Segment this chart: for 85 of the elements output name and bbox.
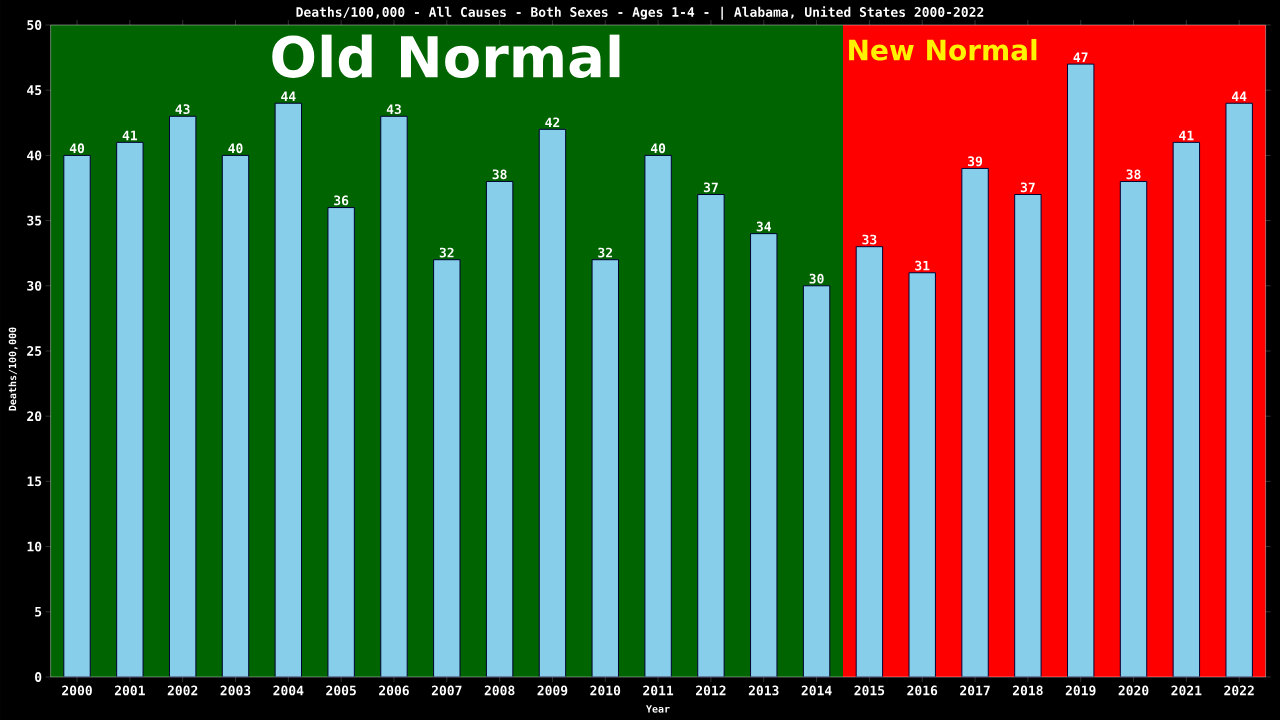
data-label: 40 <box>650 143 666 154</box>
bar <box>908 272 936 678</box>
data-label: 38 <box>492 169 507 180</box>
data-label: 43 <box>175 104 190 115</box>
bar <box>221 154 250 678</box>
y-tick-label: 5 <box>35 606 42 617</box>
data-label: 37 <box>703 182 718 193</box>
data-label: 41 <box>1179 130 1194 141</box>
x-tick-label: 2017 <box>960 685 990 696</box>
x-tick-label: 2014 <box>801 685 832 696</box>
bar <box>802 285 831 678</box>
y-tick-label: 25 <box>27 346 42 356</box>
bar <box>855 246 884 678</box>
data-label: 44 <box>1232 91 1247 102</box>
bar <box>1119 180 1148 678</box>
data-label: 40 <box>228 143 243 154</box>
band-label: Old Normal <box>272 34 620 78</box>
y-tick-label: 20 <box>27 411 42 422</box>
y-tick-label: 30 <box>27 280 42 291</box>
bar <box>327 207 355 678</box>
x-tick-label: 2008 <box>484 685 515 696</box>
x-axis-title: Year <box>646 705 670 713</box>
data-label: 42 <box>545 117 560 128</box>
bar <box>961 167 989 678</box>
y-axis-title: Deaths/100,000 <box>8 327 18 411</box>
bar <box>591 259 619 678</box>
x-tick-label: 2012 <box>696 685 726 696</box>
y-tick-label: 0 <box>35 672 42 682</box>
data-label: 31 <box>915 260 930 271</box>
data-label: 37 <box>1020 182 1035 193</box>
x-tick-label: 2000 <box>62 685 92 696</box>
x-tick-label: 2019 <box>1065 685 1096 696</box>
data-label: 40 <box>69 143 85 154</box>
data-label: 30 <box>809 273 824 284</box>
data-label: 44 <box>281 91 296 102</box>
x-tick-label: 2003 <box>220 685 251 696</box>
y-tick-label: 10 <box>27 541 42 552</box>
bar <box>116 141 144 678</box>
y-tick-label: 15 <box>27 476 42 487</box>
x-tick-label: 2011 <box>643 685 674 696</box>
x-tick-label: 2002 <box>167 685 198 696</box>
y-tick-label: 50 <box>27 20 42 30</box>
data-label: 38 <box>1126 169 1141 180</box>
x-tick-label: 2016 <box>907 685 938 696</box>
x-tick-label: 2009 <box>537 685 568 696</box>
data-label: 34 <box>756 221 771 232</box>
bar <box>644 154 672 678</box>
bar <box>1014 194 1042 678</box>
data-label: 32 <box>598 247 613 258</box>
bar <box>697 194 725 678</box>
x-tick-label: 2010 <box>590 685 621 696</box>
bar <box>538 128 567 678</box>
x-tick-label: 2004 <box>273 685 304 696</box>
data-label: 43 <box>386 104 401 115</box>
bar <box>1225 102 1253 678</box>
x-tick-label: 2018 <box>1012 685 1043 696</box>
bar <box>274 102 303 678</box>
y-tick-label: 35 <box>27 215 42 226</box>
x-tick-label: 2015 <box>854 685 885 696</box>
bar <box>168 115 197 678</box>
bar <box>750 233 778 678</box>
bar <box>63 154 91 678</box>
data-label: 39 <box>968 156 983 167</box>
x-tick-label: 2005 <box>326 685 356 696</box>
x-tick-label: 2013 <box>748 685 779 696</box>
x-tick-label: 2020 <box>1118 685 1149 696</box>
chart-title: Deaths/100,000 - All Causes - Both Sexes - Ages 1-4 - | Alabama, United States 2000-2022 <box>296 6 984 20</box>
bar <box>485 180 514 678</box>
x-tick-label: 2022 <box>1224 685 1254 696</box>
y-tick-label: 45 <box>27 85 42 96</box>
data-label: 36 <box>334 195 349 206</box>
data-label: 33 <box>862 234 877 245</box>
y-tick-label: 40 <box>27 150 42 161</box>
bar <box>1172 141 1201 678</box>
bar <box>380 115 408 678</box>
x-tick-label: 2001 <box>114 685 145 696</box>
data-label: 32 <box>439 247 454 258</box>
bar <box>1067 63 1095 678</box>
data-label: 47 <box>1073 52 1088 62</box>
x-tick-label: 2006 <box>379 685 409 696</box>
data-label: 41 <box>122 130 138 141</box>
bar <box>433 259 461 678</box>
x-tick-label: 2021 <box>1171 685 1202 696</box>
band-label: New Normal <box>849 38 1037 61</box>
x-tick-label: 2007 <box>431 685 462 696</box>
